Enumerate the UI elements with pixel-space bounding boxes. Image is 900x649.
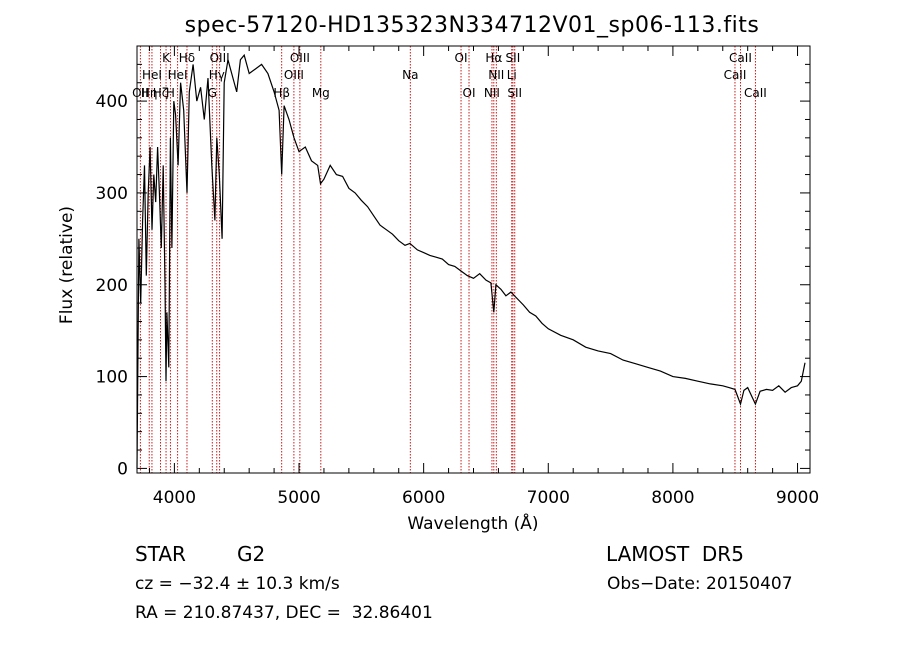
object-type: STAR xyxy=(135,542,186,566)
spectral-line-label: OIII xyxy=(210,51,230,65)
spectral-line-label: Hγ xyxy=(209,68,225,82)
spectral-line-label: Hα xyxy=(485,51,502,65)
x-axis-ticks: 4000 5000 6000 7000 8000 9000 xyxy=(148,46,819,508)
x-tick-label: 4000 xyxy=(153,488,196,508)
y-tick-label: 0 xyxy=(117,459,128,479)
spectral-line-label: CaII xyxy=(744,86,767,100)
plot-frame xyxy=(136,45,811,474)
y-axis-ticks: 0 100 200 300 400 xyxy=(96,63,810,479)
x-tick-label: 7000 xyxy=(527,488,570,508)
y-tick-label: 400 xyxy=(96,92,128,112)
spectral-line-label: Hζ xyxy=(153,86,169,100)
spectral-line-label: OII xyxy=(132,86,149,100)
spectral-line-label: CaII xyxy=(724,68,747,82)
spectral-line-label: K xyxy=(162,51,171,65)
spectral-line-label: SII xyxy=(506,51,521,65)
spectral-line-label: H xyxy=(166,86,175,100)
spectral-line-label: NII xyxy=(484,86,500,100)
redshift-cz: cz = −32.4 ± 10.3 km/s xyxy=(135,574,340,594)
spectral-line-markers xyxy=(139,46,756,473)
spectral-line-label: NII xyxy=(488,68,504,82)
spectral-line-label: CaII xyxy=(729,51,752,65)
chart-title: spec-57120-HD135323N334712V01_sp06-113.f… xyxy=(185,13,760,38)
spectral-line-label: Na xyxy=(402,68,418,82)
object-subclass: G2 xyxy=(237,542,266,566)
x-tick-label: 8000 xyxy=(651,488,694,508)
spectral-line-label: Hη xyxy=(141,86,158,100)
coordinates: RA = 210.87437, DEC = 32.86401 xyxy=(135,603,433,623)
spectral-line-label: HeI xyxy=(168,68,188,82)
spectral-line-label: HeI xyxy=(142,68,162,82)
x-tick-label: 5000 xyxy=(277,488,320,508)
spectral-line-label: OIII xyxy=(290,51,310,65)
y-tick-label: 200 xyxy=(96,276,128,296)
spectral-line-label: OI xyxy=(455,51,468,65)
spectral-line-label: Li xyxy=(507,68,517,82)
y-axis-label: Flux (relative) xyxy=(57,206,77,324)
x-tick-label: 6000 xyxy=(402,488,445,508)
spectrum-line xyxy=(136,53,806,469)
y-tick-label: 300 xyxy=(96,184,128,204)
x-axis-label: Wavelength (Å) xyxy=(407,512,538,534)
observation-date: Obs−Date: 20150407 xyxy=(607,574,793,594)
spectral-line-label: G xyxy=(208,86,217,100)
spectral-line-label: Hβ xyxy=(273,86,290,100)
spectral-line-label: OIII xyxy=(284,68,304,82)
spectral-line-label: SII xyxy=(507,86,522,100)
x-tick-label: 9000 xyxy=(776,488,819,508)
spectral-line-label: Mg xyxy=(312,86,330,100)
survey-name: LAMOST DR5 xyxy=(606,542,744,566)
spectral-line-label: OI xyxy=(463,86,476,100)
y-tick-label: 100 xyxy=(96,368,128,388)
spectral-line-label: Hδ xyxy=(179,51,195,65)
